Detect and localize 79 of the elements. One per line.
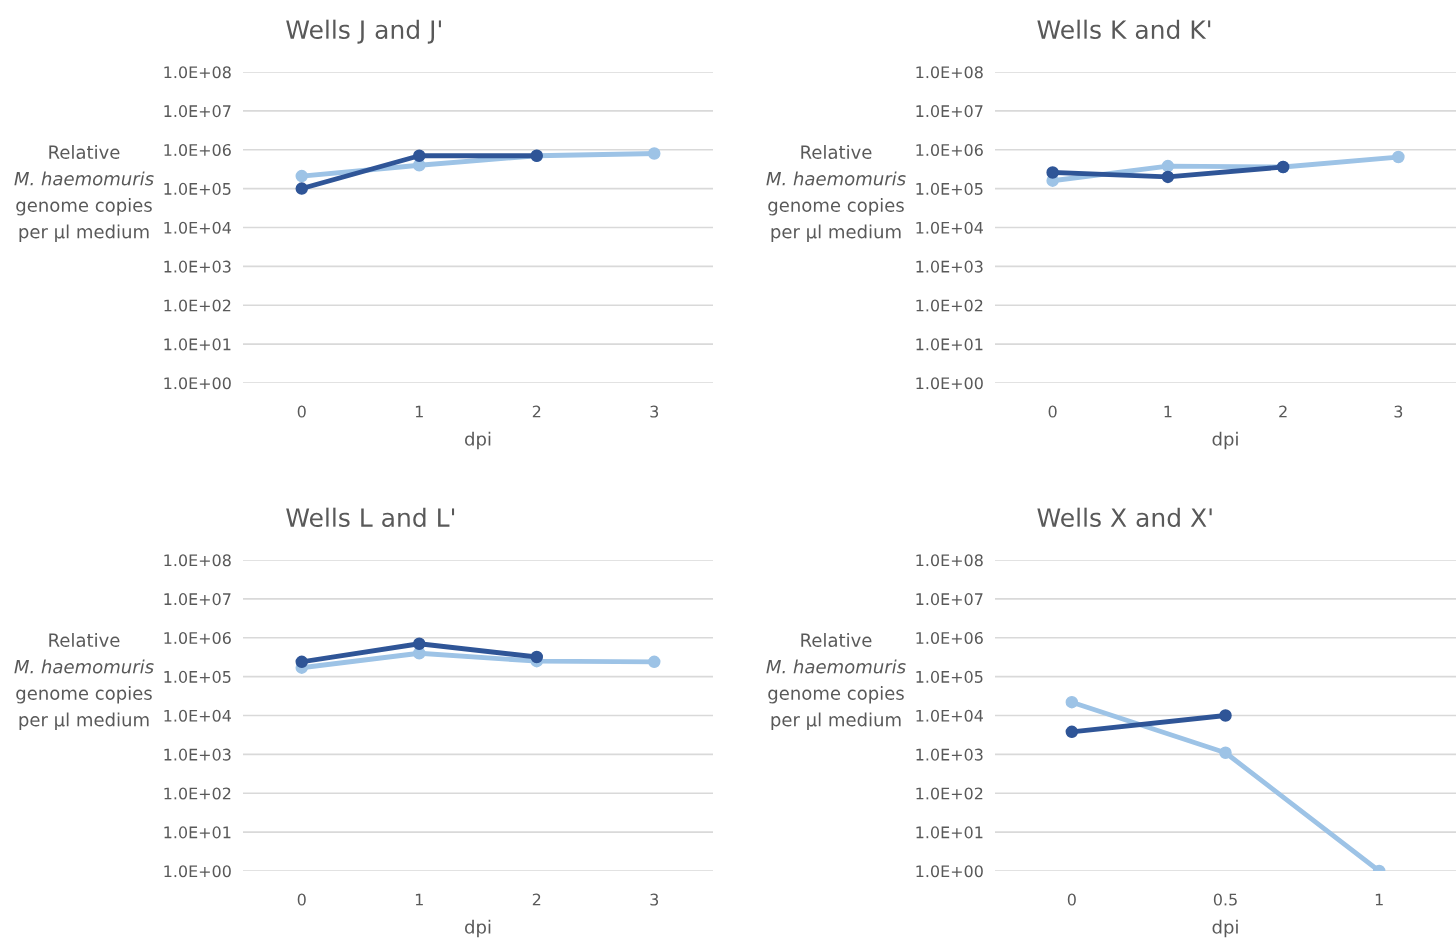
y-tick-label: 1.0E+03 [916,260,983,273]
x-tick-label: 1 [1375,893,1383,906]
point [412,149,426,163]
y-tick-label: 1.0E+06 [164,631,231,645]
chart-title: Wells X and X' [1037,507,1212,528]
chart-title: Wells L and L' [286,507,455,528]
y-axis-title: Relative M. haemomuris genome copies per µl medium [14,145,154,242]
y-tick-label: 1.0E+00 [916,865,983,878]
y-tick-label: 1.0E+08 [164,66,231,79]
point [647,655,661,669]
y-tick-label: 1.0E+02 [916,299,983,312]
y-tick-label: 1.0E+06 [916,631,983,645]
x-tick-label: 2 [1279,405,1287,418]
y-tick-label: 1.0E+05 [164,670,231,683]
point [1065,695,1079,709]
chart-title: Wells J and J' [286,19,441,44]
x-axis-title: dpi [465,431,491,450]
point [295,182,309,195]
point [1219,709,1232,722]
x-tick-label: 0 [297,405,306,418]
x-axis-title: dpi [1212,919,1238,938]
y-tick-label: 1.0E+05 [916,670,983,683]
y-tick-label: 1.0E+04 [164,221,231,234]
y-tick-label: 1.0E+08 [916,554,983,567]
chart-title: Wells K and K' [1037,19,1211,40]
x-tick-label: 0 [1067,893,1076,906]
y-tick-label: 1.0E+07 [164,105,231,118]
y-tick-label: 1.0E+03 [916,748,983,761]
point [295,655,309,669]
y-tick-label: 1.0E+00 [164,865,231,878]
x-tick-label: 3 [650,893,659,906]
point [647,147,661,160]
y-tick-label: 1.0E+03 [164,260,231,273]
x-tick-label: 1 [1164,405,1172,418]
point [1161,159,1175,173]
y-axis-title: Relative M. haemomuris genome copies per µl medium [766,633,906,730]
x-tick-label: 3 [650,405,659,418]
point [1046,166,1059,179]
point [530,650,544,664]
x-tick-label: 1 [415,405,423,418]
y-tick-label: 1.0E+07 [916,593,983,606]
y-tick-label: 1.0E+06 [916,143,983,157]
y-tick-label: 1.0E+07 [164,593,231,606]
y-tick-label: 1.0E+04 [916,709,983,722]
y-tick-label: 1.0E+04 [164,709,231,722]
y-tick-label: 1.0E+01 [164,826,231,839]
y-tick-label: 1.0E+03 [164,748,231,761]
y-tick-label: 1.0E+05 [916,182,983,195]
y-tick-label: 1.0E+01 [164,338,231,351]
y-tick-label: 1.0E+02 [164,787,231,800]
y-axis-title: Relative M. haemomuris genome copies per µl medium [766,145,906,242]
y-axis-title: Relative M. haemomuris genome copies per µl medium [14,633,154,730]
y-tick-label: 1.0E+08 [916,66,983,79]
point [412,637,426,651]
x-axis-title: dpi [465,919,491,938]
x-tick-label: 0 [297,893,306,906]
y-tick-label: 1.0E+01 [916,338,983,351]
y-tick-label: 1.0E+06 [164,143,231,157]
point [1065,725,1079,739]
y-tick-label: 1.0E+01 [916,826,983,839]
y-tick-label: 1.0E+02 [916,787,983,800]
x-tick-label: 2 [532,893,541,906]
point [1161,170,1175,184]
x-tick-label: 2 [532,405,541,418]
point [1392,150,1405,164]
y-tick-label: 1.0E+00 [164,377,231,390]
x-tick-label: 3 [1394,405,1403,418]
point [295,169,309,183]
x-tick-label: 0 [1048,405,1057,418]
x-axis-title: dpi [1212,431,1238,450]
x-tick-label: 0.5 [1213,893,1237,906]
y-tick-label: 1.0E+02 [164,299,231,312]
point [1219,746,1232,760]
y-tick-label: 1.0E+04 [916,221,983,234]
x-tick-label: 1 [415,893,423,906]
y-tick-label: 1.0E+07 [916,105,983,118]
y-tick-label: 1.0E+05 [164,182,231,195]
y-tick-label: 1.0E+08 [164,554,231,567]
y-tick-label: 1.0E+00 [916,377,983,390]
